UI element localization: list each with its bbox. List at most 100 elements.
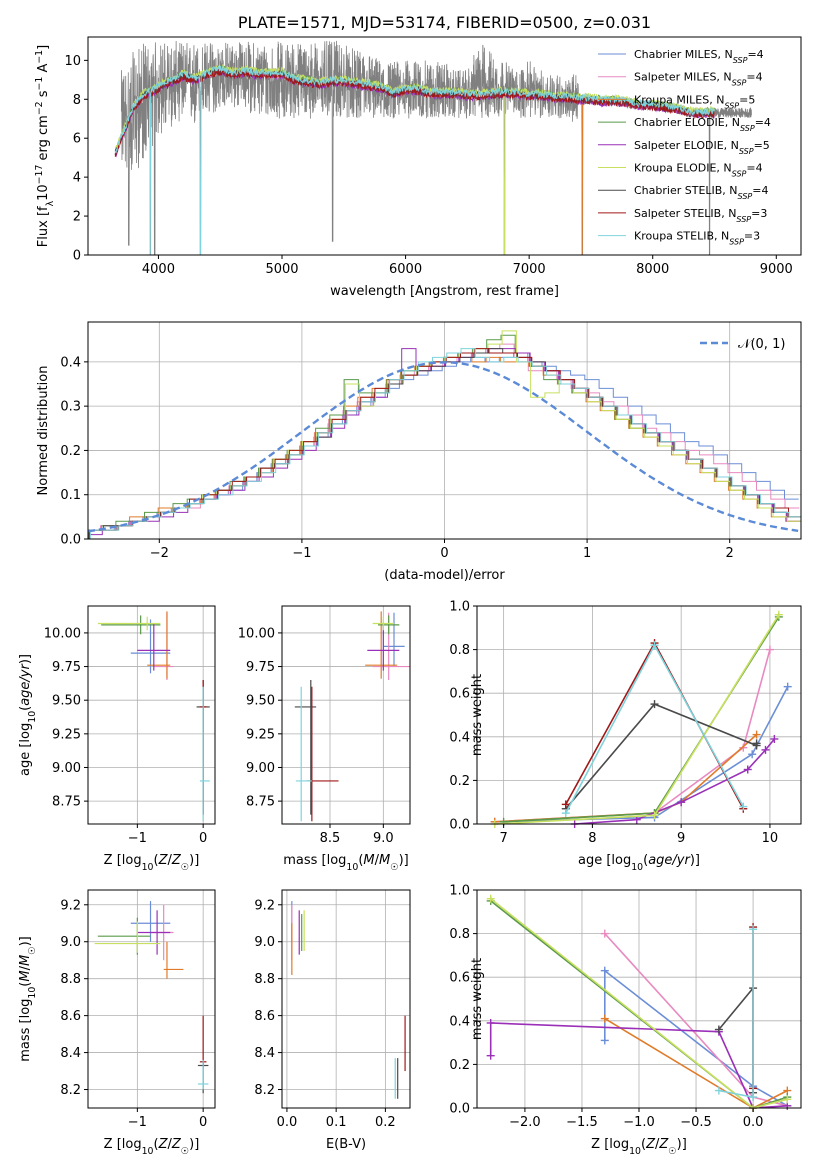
histogram-step-series [88,352,799,531]
errorbar-plot-area [94,901,209,1094]
x-axis-label: Z [log10(Z/Z☉)] [591,1137,687,1157]
legend-entry: Salpeter ELODIE, NSSP=5 [634,139,770,156]
y-tick-label: 9.2 [60,898,81,913]
x-tick-label: −0.5 [680,1115,712,1130]
y-tick-label: 0.6 [449,971,470,986]
x-tick-label: 9.0 [373,831,394,846]
age-vs-mass-panel: 8.5 9.0 8.75 9.00 9.25 9.50 9.75 10.00 mass [log… [238,605,411,873]
massweight-series-line [494,734,758,823]
y-tick-label: 0.4 [449,730,470,745]
x-tick-label: 0 [440,546,448,561]
y-tick-label: 9.2 [254,898,275,913]
y-tick-label: 0.0 [449,1102,470,1117]
y-tick-label: 0.2 [449,774,470,789]
x-axis-label: mass [log10(M/M☉)] [283,853,409,873]
y-tick-label: 0.0 [449,818,470,833]
x-tick-label: −1.0 [623,1115,655,1130]
x-axis-label: E(B-V) [326,1137,366,1152]
axes-frame [87,889,216,1109]
spectrum-x-label: wavelength [Angstrom, rest frame] [330,284,559,299]
y-tick-label: 1.0 [449,600,470,615]
legend-entry: Kroupa ELODIE, NSSP=4 [634,162,763,179]
y-tick-label: 1.0 [449,884,470,899]
legend-entry: Salpeter MILES, NSSP=4 [634,71,763,88]
x-tick-label: −1 [292,546,311,561]
massweight-series-line [604,969,788,1107]
x-tick-label: −2 [150,546,169,561]
age-vs-Z-panel: −1 0 8.75 9.00 9.25 9.50 9.75 10.00 Z [log10(Z/Z… [18,605,216,873]
legend-entry: Chabrier MILES, NSSP=4 [634,48,764,65]
x-tick-label: 4000 [142,262,175,277]
spectrum-legend: Chabrier MILES, NSSP=4 Salpeter MILES, NS… [598,48,771,246]
x-tick-label: 8000 [636,262,669,277]
massweight-series-line [565,703,758,810]
y-tick-label: 4 [73,171,81,186]
y-tick-label: 0.8 [449,927,470,942]
x-tick-label: −1 [128,1115,147,1130]
y-tick-label: 0.3 [60,400,81,415]
axes-frame [281,889,411,1109]
legend-entry: Salpeter STELIB, NSSP=3 [634,207,767,224]
y-tick-label: 8.8 [60,972,81,987]
y-tick-label: 9.75 [52,660,81,675]
histogram-panel: −2 −1 0 1 2 0.0 0.1 0.2 0.3 0.4 (data-model)/error… [36,321,802,583]
histogram-step-series [89,348,801,539]
y-tick-label: 9.50 [246,694,275,709]
histogram-step-series [89,348,801,539]
massweight-vs-age-panel: 7 8 9 10 0.0 0.2 0.4 0.6 0.8 1.0 age [log10(age/yr… [449,600,802,873]
y-tick-label: 0.8 [449,643,470,658]
y-tick-label: 0.0 [60,533,81,548]
x-tick-label: −1.5 [566,1115,598,1130]
y-tick-label: 10.00 [238,626,275,641]
x-tick-label: 9000 [760,262,793,277]
axes-frame [281,605,411,825]
y-tick-label: 9.25 [52,727,81,742]
errorbar-plot-area [294,611,410,822]
y-tick-label: 8.6 [60,1009,81,1024]
y-tick-label: 0.2 [449,1058,470,1073]
y-tick-label: 9.0 [254,935,275,950]
histogram-plot-area [88,330,801,539]
legend-entry: Chabrier STELIB, NSSP=4 [634,184,768,201]
histogram-x-label: (data-model)/error [384,568,505,583]
y-tick-label: 9.00 [246,761,275,776]
x-tick-label: 0.2 [375,1115,396,1130]
massweight-vs-Z-panel: −2.0 −1.5 −1.0 −0.5 0.0 0.0 0.2 0.4 0.6 0.8 1.0 Z [… [449,884,802,1157]
spectrum-plot-area [114,40,752,255]
y-axis-label: mass weight [470,674,485,756]
y-tick-label: 2 [73,210,81,225]
x-tick-label: 0 [199,831,207,846]
x-tick-label: −1 [128,831,147,846]
x-tick-label: 0 [199,1115,207,1130]
y-tick-label: 0.1 [60,488,81,503]
y-tick-label: 8 [73,93,81,108]
y-tick-label: 6 [73,132,81,147]
x-tick-label: 7000 [513,262,546,277]
y-tick-label: 9.25 [246,727,275,742]
x-tick-label: 0.0 [277,1115,298,1130]
massweight-series-line [494,649,771,823]
x-tick-label: 6000 [389,262,422,277]
model-spectrum-line [114,65,715,255]
legend-entry: Chabrier ELODIE, NSSP=4 [634,116,771,133]
axes-frame [476,605,802,825]
y-tick-label: 9.75 [246,660,275,675]
normal-reference-curve [88,361,799,533]
x-tick-label: 0.1 [326,1115,347,1130]
axes-frame [87,36,802,256]
hist-legend-entry: 𝒩(0, 1) [738,337,785,352]
axes-frame [87,605,216,825]
y-tick-label: 9.00 [52,761,81,776]
y-tick-label: 10.00 [44,626,81,641]
x-axis-label: Z [log10(Z/Z☉)] [104,1137,200,1157]
y-axis-label: age [log10(age/yr)] [18,654,38,776]
errorbar-plot-area [291,901,406,1099]
x-tick-label: −2.0 [509,1115,541,1130]
x-tick-label: 7 [499,831,507,846]
y-tick-label: 0 [73,249,81,264]
spectrum-panel: 4000 5000 6000 7000 8000 9000 0 2 4 6 8 10 PLATE=157… [34,13,802,299]
y-tick-label: 8.8 [254,972,275,987]
histogram-step-series [88,352,800,531]
x-tick-label: 10 [762,831,779,846]
